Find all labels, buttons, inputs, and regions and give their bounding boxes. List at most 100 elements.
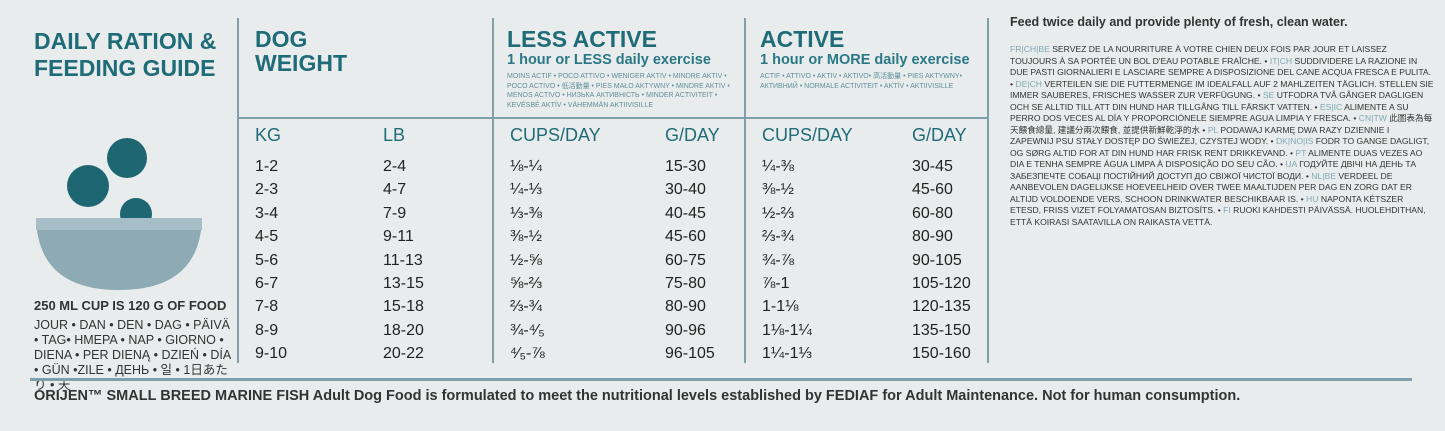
translation-text: VERTEILEN SIE DIE FUTTERMENGE IM IDEALFA… — [1010, 78, 1434, 101]
group-translations: MOINS ACTIF • POCO ATTIVO • WENIGER AKTI… — [507, 73, 730, 109]
group-subtitle: 1 hour or LESS daily exercise — [507, 52, 711, 68]
table-cell: 60-80 — [912, 204, 953, 222]
cup-note: 250 ML CUP IS 120 G OF FOOD — [34, 298, 227, 313]
translation-text: ALIMENTE A SU PERRO DOS VECES AL DÍA Y P… — [1010, 101, 1409, 124]
instructions-translations: FR|CH|BE SERVEZ DE LA NOURRITURE À VOTRE… — [1010, 44, 1435, 228]
language-code: SE — [1262, 90, 1275, 100]
table-cell: ¾-⅞ — [762, 251, 795, 269]
table-cell: ⅞-1 — [762, 275, 790, 292]
column-header: KG — [255, 125, 282, 145]
table-cell: 80-90 — [665, 298, 706, 316]
table-cell: 7-9 — [383, 204, 407, 222]
column-header: CUPS/DAY — [510, 125, 601, 145]
divider — [987, 18, 989, 363]
language-code: NL|BE — [1311, 170, 1336, 181]
translation-text: ГОДУЙТЕ ДВІЧІ НА ДЕНЬ ТА ЗАБЕЗПЕЧТЕ СОБА… — [1010, 159, 1417, 181]
table-cell: 30-45 — [912, 158, 953, 175]
translation-text: SERVEZ DE LA NOURRITURE À VOTRE CHIEN DE… — [1010, 44, 1387, 66]
table-cell: 18-20 — [383, 321, 424, 339]
language-code: DE|CH — [1015, 78, 1042, 89]
translation-text: NAPONTA KÉTSZER ETESD, FRISS VIZET FOLYA… — [1010, 193, 1404, 216]
table-cell: 4-5 — [255, 228, 279, 246]
language-code: IT|CH — [1269, 55, 1293, 66]
day-translations: JOUR • DAN • DEN • DAG • PÄIVÄ • TAG• HM… — [34, 318, 231, 392]
column-header: G/DAY — [912, 125, 967, 145]
translation-text: ALIMENTE DUAS VEZES AO DIA E TENHA SEMPR… — [1010, 147, 1423, 170]
table-cell: ¼-⅓ — [510, 181, 543, 199]
table-cell: 3-4 — [255, 204, 279, 222]
translation-text: VERDEEL DE AANBEVOLEN DAGELIJKSE HOEVEEL… — [1010, 170, 1412, 204]
language-code: FI — [1223, 205, 1231, 215]
table-cell: 7-8 — [255, 298, 279, 316]
table-cell: 1-2 — [255, 158, 279, 175]
header-rule — [237, 117, 989, 119]
language-code: DK|NO|IS — [1275, 136, 1314, 146]
table-cell: ⅜-½ — [510, 228, 543, 246]
table-cell: 9-10 — [255, 345, 288, 363]
table-cell: 2-4 — [383, 158, 407, 175]
table-cell: ⅔-¾ — [510, 298, 543, 316]
table-cell: ⅝-⅔ — [510, 275, 543, 292]
group-title: LESS ACTIVE — [507, 26, 657, 52]
table-cell: 150-160 — [912, 345, 971, 363]
table-cell: 96-105 — [665, 345, 715, 363]
group-translations: ACTIF • ATTIVO • AKTIV • AKTIVO• 高活動量 • … — [760, 73, 963, 90]
table-cell: 80-90 — [912, 228, 953, 246]
table-cell: 5-6 — [255, 251, 279, 269]
table-cell: 15-30 — [665, 158, 706, 175]
divider — [492, 18, 494, 363]
group-subtitle: 1 hour or MORE daily exercise — [760, 52, 970, 68]
table-cell: ¼-⅜ — [762, 158, 795, 175]
table-cell: ½-⅔ — [762, 204, 795, 222]
table-cell: 40-45 — [665, 204, 706, 222]
table-cell: 6-7 — [255, 275, 279, 292]
language-code: CN|TW — [1358, 113, 1387, 123]
translation-text: RUOKI KAHDESTI PÄIVÄSSÄ. HUOLEHDITHAN, E… — [1010, 205, 1426, 227]
table-cell: 75-80 — [665, 275, 706, 292]
table-cell: ¾-⁴⁄₅ — [510, 321, 545, 339]
instructions-heading: Feed twice daily and provide plenty of f… — [1010, 15, 1348, 29]
table-cell: 2-3 — [255, 181, 279, 199]
table-cell: ⅜-½ — [762, 181, 795, 199]
table-cell: 90-105 — [912, 251, 962, 269]
table-cell: 20-22 — [383, 345, 424, 363]
table-cell: 30-40 — [665, 181, 706, 199]
table-cell: 8-9 — [255, 321, 279, 339]
table-cell: 1⅛-1¼ — [762, 321, 812, 339]
table-cell: ½-⅝ — [510, 251, 543, 269]
table-cell: 4-7 — [383, 181, 407, 199]
table-cell: ⅛-¼ — [510, 158, 543, 175]
table-cell: ⅔-¾ — [762, 228, 795, 246]
table-cell: 45-60 — [912, 181, 953, 199]
column-header: LB — [383, 125, 406, 145]
language-code: FR|CH|BE — [1010, 44, 1050, 54]
column-header: CUPS/DAY — [762, 125, 853, 145]
divider — [237, 18, 239, 363]
guide-title: DAILY RATION & FEEDING GUIDE — [34, 28, 217, 81]
table-cell: 135-150 — [912, 321, 971, 339]
table-cell: 1¼-1⅓ — [762, 345, 812, 363]
translation-text: SUDDIVIDERE LA RAZIONE IN DUE PASTI GIOR… — [1010, 55, 1432, 89]
translation-text: FODR TO GANGE DAGLIGT, OG SØRG ALTID FOR… — [1010, 136, 1430, 158]
table-cell: 120-135 — [912, 298, 971, 316]
table-cell: 13-15 — [383, 275, 424, 292]
group-title: DOG WEIGHT — [255, 26, 347, 76]
language-code: PL — [1207, 124, 1219, 135]
table-cell: 15-18 — [383, 298, 424, 316]
table-cell: ⅓-⅜ — [510, 204, 543, 222]
table-cell: 60-75 — [665, 251, 706, 269]
language-code: UA — [1285, 159, 1297, 169]
table-cell: ⁴⁄₅-⅞ — [510, 345, 545, 363]
table-cell: 90-96 — [665, 321, 706, 339]
translation-text: PODAWAJ KARMĘ DWA RAZY DZIENNIE I ZAPEWN… — [1010, 124, 1390, 147]
language-code: HU — [1306, 193, 1319, 204]
translation-text: UTFODRA TVÅ GÅNGER DAGLIGEN OCH SE ALLTI… — [1010, 90, 1424, 112]
group-title: ACTIVE — [760, 26, 845, 52]
column-header: G/DAY — [665, 125, 720, 145]
bowl-illustration — [36, 138, 202, 290]
footer-rule — [30, 378, 1412, 381]
footer-note: ORIJEN™ SMALL BREED MARINE FISH Adult Do… — [34, 388, 1241, 404]
divider — [744, 18, 746, 363]
language-code: PT — [1295, 147, 1307, 158]
